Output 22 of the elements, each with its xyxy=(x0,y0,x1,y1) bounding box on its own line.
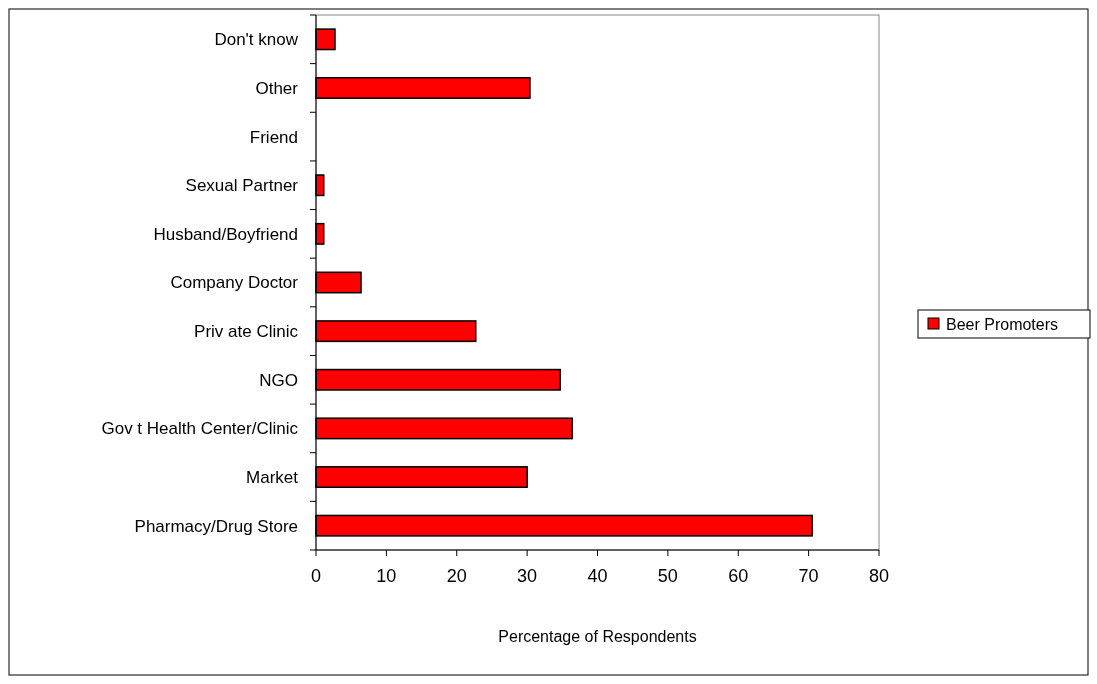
y-tick-label: Pharmacy/Drug Store xyxy=(134,516,298,536)
y-tick-label: NGO xyxy=(259,370,298,390)
legend-label: Beer Promoters xyxy=(946,315,1059,333)
y-tick-label: Friend xyxy=(249,127,298,147)
x-tick-label: 10 xyxy=(376,566,397,586)
y-tick-label: Gov t Health Center/Clinic xyxy=(101,419,299,439)
y-tick-label: Don't know xyxy=(214,30,299,50)
x-tick-label: 60 xyxy=(728,566,749,586)
x-tick-label: 40 xyxy=(587,566,608,586)
x-axis-title: Percentage of Respondents xyxy=(498,628,697,645)
x-tick-label: 70 xyxy=(798,566,819,586)
y-tick-label: Other xyxy=(255,78,299,98)
x-tick-label: 0 xyxy=(310,566,322,586)
x-tick-label: 80 xyxy=(868,566,890,586)
x-tick-label: 50 xyxy=(657,566,678,586)
x-tick-label: 30 xyxy=(517,566,538,586)
y-tick-label: Company Doctor xyxy=(170,273,299,293)
x-tick-label: 20 xyxy=(446,566,467,586)
y-tick-label: Market xyxy=(246,468,299,487)
y-tick-label: Priv ate Clinic xyxy=(194,322,299,342)
y-tick-label: Husband/Boyfriend xyxy=(153,224,298,244)
y-tick-label: Sexual Partner xyxy=(185,176,299,196)
